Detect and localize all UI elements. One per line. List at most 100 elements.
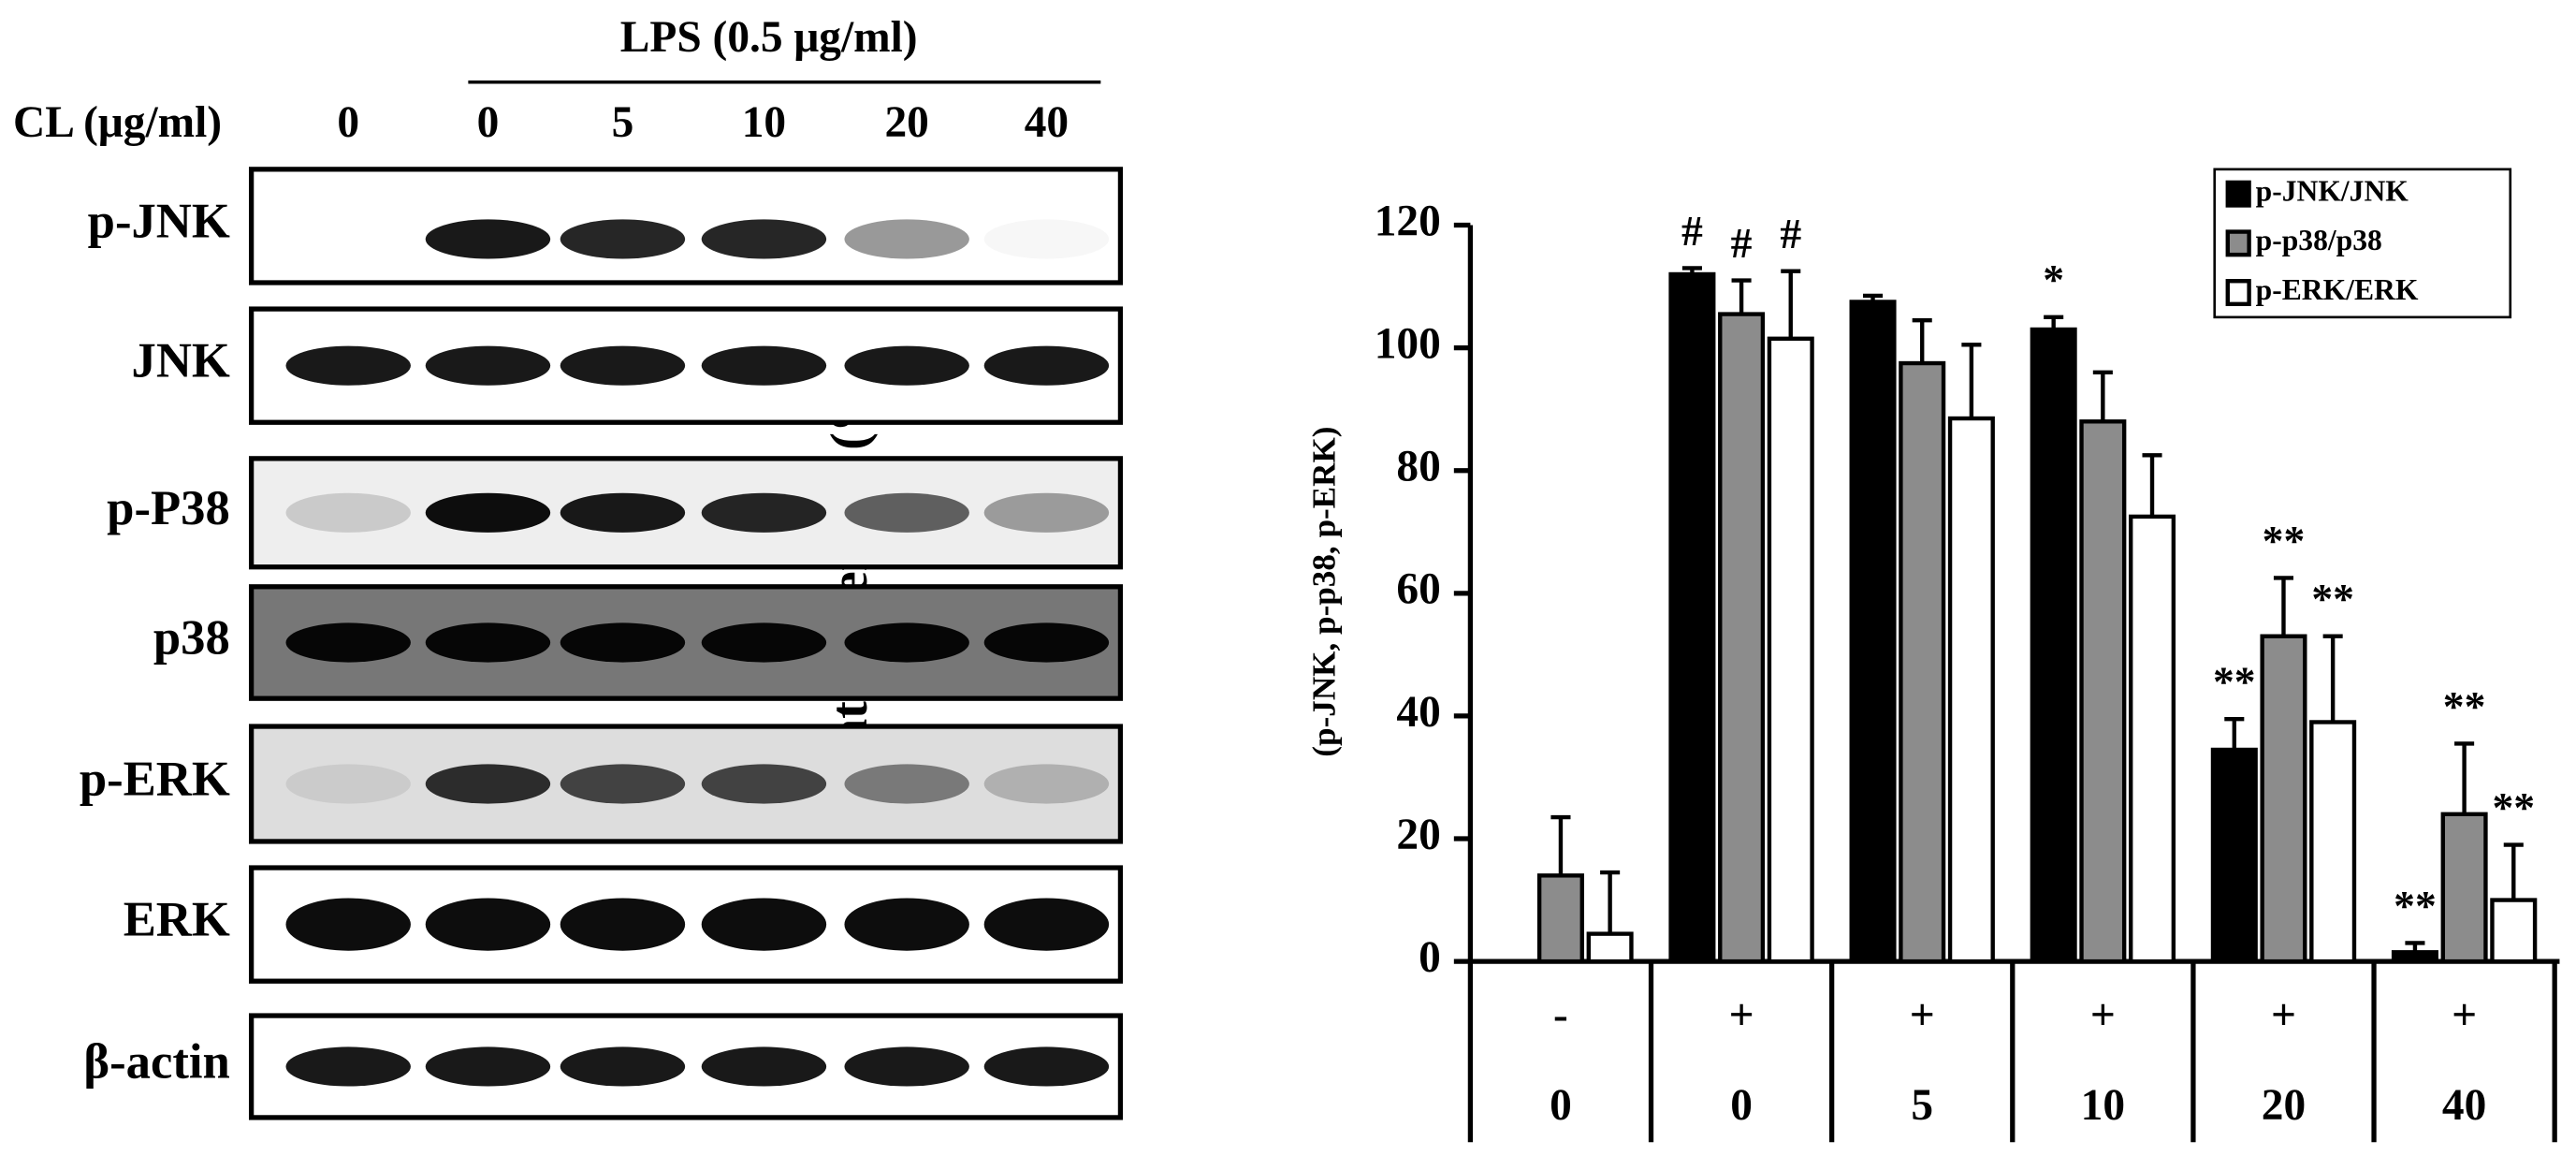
x-tick-label: 0 [1550,1081,1572,1130]
lane-label: 40 [1025,98,1069,147]
band [983,345,1110,386]
row-label: p-JNK [88,195,230,249]
band [844,1046,969,1087]
row-label: ERK [124,893,230,947]
significance-mark: ** [2492,783,2535,831]
band [844,492,969,533]
band [701,492,827,533]
y-tick-label: 100 [1375,320,1441,369]
band [560,622,686,663]
band [285,898,411,951]
x-tick-label: 0 [1730,1081,1753,1130]
band [701,219,827,259]
band [425,219,551,259]
band [844,764,969,804]
band [425,345,551,386]
bar [1899,360,1946,964]
significance-mark: ** [2263,517,2306,564]
band [560,1046,686,1087]
blot-panel [248,167,1124,285]
row-label: p38 [153,611,230,666]
bar [2440,812,2488,964]
band [425,492,551,533]
band [285,492,411,533]
bar [2260,634,2307,964]
lane-label: 0 [477,98,500,147]
band [701,1046,827,1087]
bar [2128,514,2176,964]
band [285,345,411,386]
bar [2079,419,2127,964]
band [560,492,686,533]
band [425,622,551,663]
band [560,345,686,386]
significance-mark: ** [2394,882,2437,929]
x-tick-label: 20 [2262,1081,2306,1130]
significance-mark: * [2043,256,2064,303]
legend-swatch [2225,180,2251,208]
x-tick-label: 5 [1911,1081,1933,1130]
row-label: p-ERK [80,753,230,807]
legend-label: p-ERK/ERK [2256,273,2419,306]
band [285,1046,411,1087]
y-tick-label: 20 [1396,811,1440,859]
band [560,764,686,804]
band [844,219,969,259]
y-tick-label: 80 [1396,443,1440,491]
lane-label: 5 [612,98,634,147]
band [983,898,1110,951]
significance-mark: # [1731,219,1753,267]
bar [1849,300,1897,964]
bar [2210,747,2258,964]
band [701,898,827,951]
y-axis-sublabel: (p-JNK, p-p38, p-ERK) [1306,427,1343,757]
bar [2391,950,2438,964]
legend-label: p-JNK/JNK [2256,174,2409,207]
legend-box [2213,168,2512,319]
band [701,622,827,663]
row-label: JNK [131,334,229,388]
y-tick-label: 0 [1419,933,1441,982]
legend-label: p-p38/p38 [2256,224,2382,256]
bar [1536,873,1584,964]
band [844,898,969,951]
row-label: β-actin [83,1035,229,1090]
bar [1668,271,1716,964]
lps-row-label: + [2271,990,2296,1039]
y-tick-label: 120 [1375,197,1441,245]
bar [1947,416,1995,964]
band [984,219,1109,258]
band [701,345,827,386]
band [285,764,411,804]
significance-mark: ** [2443,682,2486,730]
band [983,492,1110,533]
band [285,622,411,663]
blot-panel [248,724,1124,844]
bar [1718,312,1766,964]
lps-row-label: + [1729,990,1754,1039]
x-tick-label: 10 [2081,1081,2125,1130]
bar [1586,931,1634,964]
cl-label: CL (μg/ml) [13,98,222,147]
significance-mark: ** [2311,575,2354,622]
lps-row-label: + [1910,990,1935,1039]
significance-mark: # [1780,210,1801,257]
band [425,764,551,804]
bar [1767,336,1814,964]
significance-mark: # [1681,207,1703,255]
lane-label: 0 [337,98,359,147]
band [983,622,1110,663]
band [425,1046,551,1087]
band [844,345,969,386]
x-tick-label: 40 [2442,1081,2486,1130]
band [560,219,686,259]
lps-row-label: - [1553,990,1568,1039]
band [983,764,1110,804]
band [425,898,551,951]
y-tick-label: 40 [1396,688,1440,737]
legend-swatch [2225,229,2251,257]
band [844,622,969,663]
band [701,764,827,804]
lane-label: 10 [742,98,786,147]
lps-row-label: + [2090,990,2116,1039]
